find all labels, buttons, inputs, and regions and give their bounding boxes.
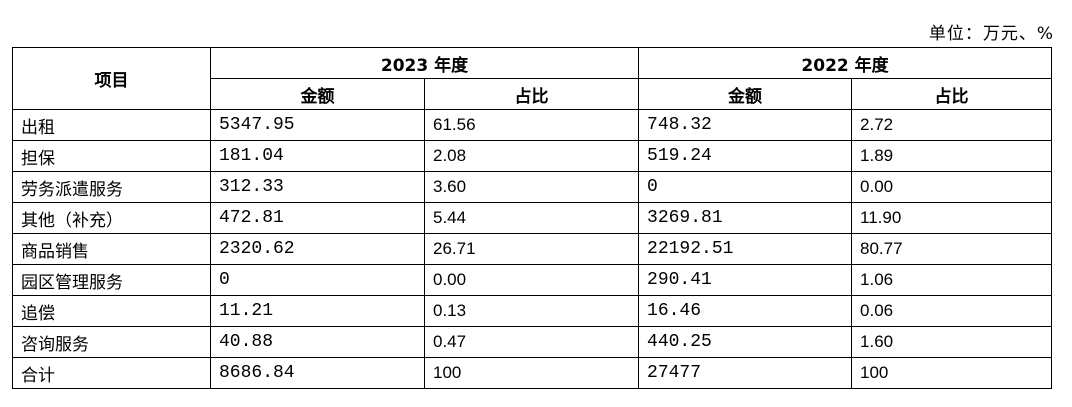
row-label: 园区管理服务 xyxy=(12,264,211,296)
cell: 0.06 xyxy=(851,295,1053,327)
cell: 11.21 xyxy=(210,295,425,327)
cell: 5.44 xyxy=(423,202,640,234)
table-body: 出租 5347.95 61.56 748.32 2.72 担保 181.04 2.08 519.… xyxy=(12,109,1053,389)
row-label: 出租 xyxy=(12,109,211,141)
cell: 5347.95 xyxy=(210,109,425,141)
header-sub: 占比 xyxy=(423,78,640,110)
cell: 519.24 xyxy=(638,140,853,172)
table-row: 出租 5347.95 61.56 748.32 2.72 xyxy=(12,109,1053,141)
cell: 2.72 xyxy=(851,109,1053,141)
cell: 0 xyxy=(210,264,425,296)
header-sub: 金额 xyxy=(638,78,853,110)
row-label: 合计 xyxy=(12,357,211,389)
table-row: 劳务派遣服务 312.33 3.60 0 0.00 xyxy=(12,171,1053,203)
table-row: 担保 181.04 2.08 519.24 1.89 xyxy=(12,140,1053,172)
cell: 27477 xyxy=(638,357,853,389)
cell: 80.77 xyxy=(851,233,1053,265)
revenue-table: 项目 2023 年度 2022 年度 金额 占比 金额 占比 出租 5347.95… xyxy=(12,47,1053,389)
cell: 0.00 xyxy=(423,264,640,296)
cell: 472.81 xyxy=(210,202,425,234)
row-label: 其他（补充） xyxy=(12,202,211,234)
cell: 0.00 xyxy=(851,171,1053,203)
cell: 440.25 xyxy=(638,326,853,358)
table-row: 咨询服务 40.88 0.47 440.25 1.60 xyxy=(12,326,1053,358)
table-row: 追偿 11.21 0.13 16.46 0.06 xyxy=(12,295,1053,327)
header-group: 2023 年度 xyxy=(209,47,640,79)
cell: 0.13 xyxy=(423,295,640,327)
table-row: 商品销售 2320.62 26.71 22192.51 80.77 xyxy=(12,233,1053,265)
cell: 2.08 xyxy=(423,140,640,172)
cell: 26.71 xyxy=(423,233,640,265)
cell: 2320.62 xyxy=(210,233,425,265)
cell: 3.60 xyxy=(423,171,640,203)
cell: 100 xyxy=(851,357,1053,389)
table-row: 合计 8686.84 100 27477 100 xyxy=(12,357,1053,389)
cell: 312.33 xyxy=(210,171,425,203)
cell: 748.32 xyxy=(638,109,853,141)
row-label: 劳务派遣服务 xyxy=(12,171,211,203)
cell: 0.47 xyxy=(423,326,640,358)
cell: 1.60 xyxy=(851,326,1053,358)
cell: 61.56 xyxy=(423,109,640,141)
cell: 40.88 xyxy=(210,326,425,358)
cell: 22192.51 xyxy=(638,233,853,265)
cell: 290.41 xyxy=(638,264,853,296)
cell: 1.89 xyxy=(851,140,1053,172)
row-label: 商品销售 xyxy=(12,233,211,265)
header-group: 2022 年度 xyxy=(638,47,1053,79)
cell: 3269.81 xyxy=(638,202,853,234)
cell: 8686.84 xyxy=(210,357,425,389)
row-label: 咨询服务 xyxy=(12,326,211,358)
cell: 0 xyxy=(638,171,853,203)
cell: 11.90 xyxy=(851,202,1053,234)
header-sub: 金额 xyxy=(210,78,425,110)
header-item: 项目 xyxy=(12,47,211,110)
unit-note: 单位：万元、% xyxy=(928,24,1054,44)
cell: 100 xyxy=(423,357,640,389)
cell: 181.04 xyxy=(210,140,425,172)
cell: 16.46 xyxy=(638,295,853,327)
table-row: 园区管理服务 0 0.00 290.41 1.06 xyxy=(12,264,1053,296)
row-label: 担保 xyxy=(12,140,211,172)
header-sub: 占比 xyxy=(851,78,1053,110)
table-row: 其他（补充） 472.81 5.44 3269.81 11.90 xyxy=(12,202,1053,234)
cell: 1.06 xyxy=(851,264,1053,296)
row-label: 追偿 xyxy=(12,295,211,327)
